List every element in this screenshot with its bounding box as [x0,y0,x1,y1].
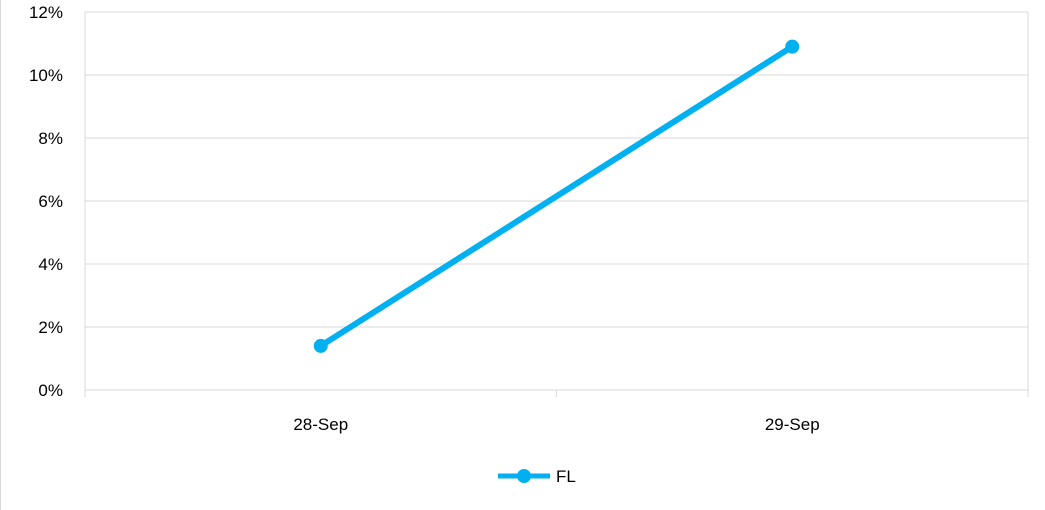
x-tick-label: 29-Sep [765,415,820,434]
y-tick-label: 2% [38,318,63,337]
legend-marker-icon [517,469,531,483]
y-tick-label: 8% [38,129,63,148]
y-tick-label: 0% [38,381,63,400]
y-tick-label: 12% [29,3,63,22]
y-tick-label: 10% [29,66,63,85]
legend-label: FL [556,467,576,486]
series-line-fl [317,43,796,349]
data-point [785,39,800,54]
x-tick-label: 28-Sep [293,415,348,434]
data-point [313,338,328,353]
y-tick-label: 6% [38,192,63,211]
y-tick-label: 4% [38,255,63,274]
